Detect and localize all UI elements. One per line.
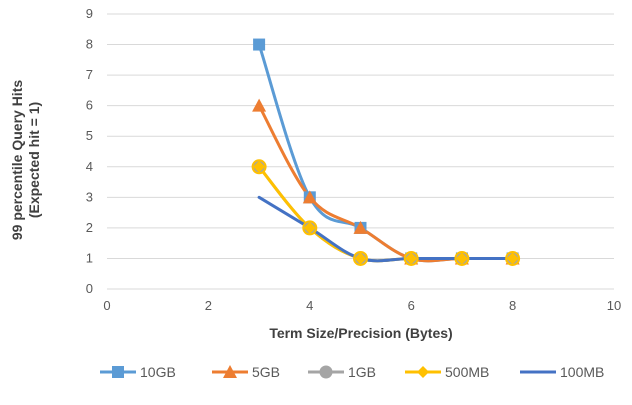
y-axis-title-line-1: 99 percentile Query Hits xyxy=(9,80,25,241)
y-tick-label: 8 xyxy=(86,37,93,52)
y-tick-label: 3 xyxy=(86,189,93,204)
legend-label: 500MB xyxy=(445,364,489,380)
data-point-5GB xyxy=(302,190,317,204)
series-line-5GB xyxy=(257,104,515,263)
y-axis-ticks: 0 1 2 3 4 5 6 7 8 9 xyxy=(86,6,93,296)
legend-swatch-marker xyxy=(417,366,429,378)
x-tick-label: 10 xyxy=(607,298,621,313)
series-markers xyxy=(251,38,521,266)
legend-label: 100MB xyxy=(560,364,604,380)
data-point-outline-500MB xyxy=(403,250,419,266)
x-tick-label: 4 xyxy=(306,298,313,313)
y-tick-label: 4 xyxy=(86,159,93,174)
x-tick-label: 2 xyxy=(205,298,212,313)
x-axis-title: Term Size/Precision (Bytes) xyxy=(269,325,452,341)
legend-swatch-marker xyxy=(223,365,237,378)
data-point-5GB xyxy=(353,220,368,234)
y-tick-label: 5 xyxy=(86,128,93,143)
legend-item-100MB: 100MB xyxy=(520,364,604,380)
legend-item-1GB: 1GB xyxy=(308,364,376,380)
y-tick-label: 0 xyxy=(86,281,93,296)
x-axis-ticks: 0 2 4 6 8 10 xyxy=(103,298,621,313)
x-tick-label: 6 xyxy=(408,298,415,313)
legend-swatch-marker xyxy=(319,365,333,379)
legend-item-500MB: 500MB xyxy=(405,364,489,380)
legend-item-10GB: 10GB xyxy=(100,364,176,380)
legend: 10GB 5GB 1GB 500MB 100MB xyxy=(100,364,604,380)
data-point-500MB xyxy=(354,252,367,265)
legend-label: 10GB xyxy=(140,364,176,380)
data-point-outline-500MB xyxy=(505,250,521,266)
y-tick-label: 9 xyxy=(86,6,93,21)
data-point-outline-500MB xyxy=(302,220,318,236)
legend-swatch-marker xyxy=(112,366,124,378)
data-point-10GB xyxy=(253,38,266,51)
legend-label: 5GB xyxy=(252,364,280,380)
data-point-5GB xyxy=(252,98,267,112)
data-point-500MB xyxy=(506,252,519,265)
legend-label: 1GB xyxy=(348,364,376,380)
x-tick-label: 8 xyxy=(509,298,516,313)
data-point-outline-500MB xyxy=(353,250,368,266)
data-point-outline-500MB xyxy=(454,250,470,266)
data-point-500MB xyxy=(455,252,468,265)
data-point-500MB xyxy=(405,252,418,265)
y-tick-label: 1 xyxy=(86,250,93,265)
x-tick-label: 0 xyxy=(103,298,110,313)
series-line-100MB xyxy=(257,195,515,263)
gridlines xyxy=(107,13,614,290)
y-axis-title-line-2: (Expected hit = 1) xyxy=(26,102,42,218)
data-point-500MB xyxy=(303,221,316,234)
legend-item-5GB: 5GB xyxy=(212,364,280,380)
y-tick-label: 7 xyxy=(86,67,93,82)
data-point-500MB xyxy=(253,160,266,173)
data-point-outline-500MB xyxy=(251,159,267,175)
y-tick-label: 2 xyxy=(86,220,93,235)
y-tick-label: 6 xyxy=(86,98,93,113)
